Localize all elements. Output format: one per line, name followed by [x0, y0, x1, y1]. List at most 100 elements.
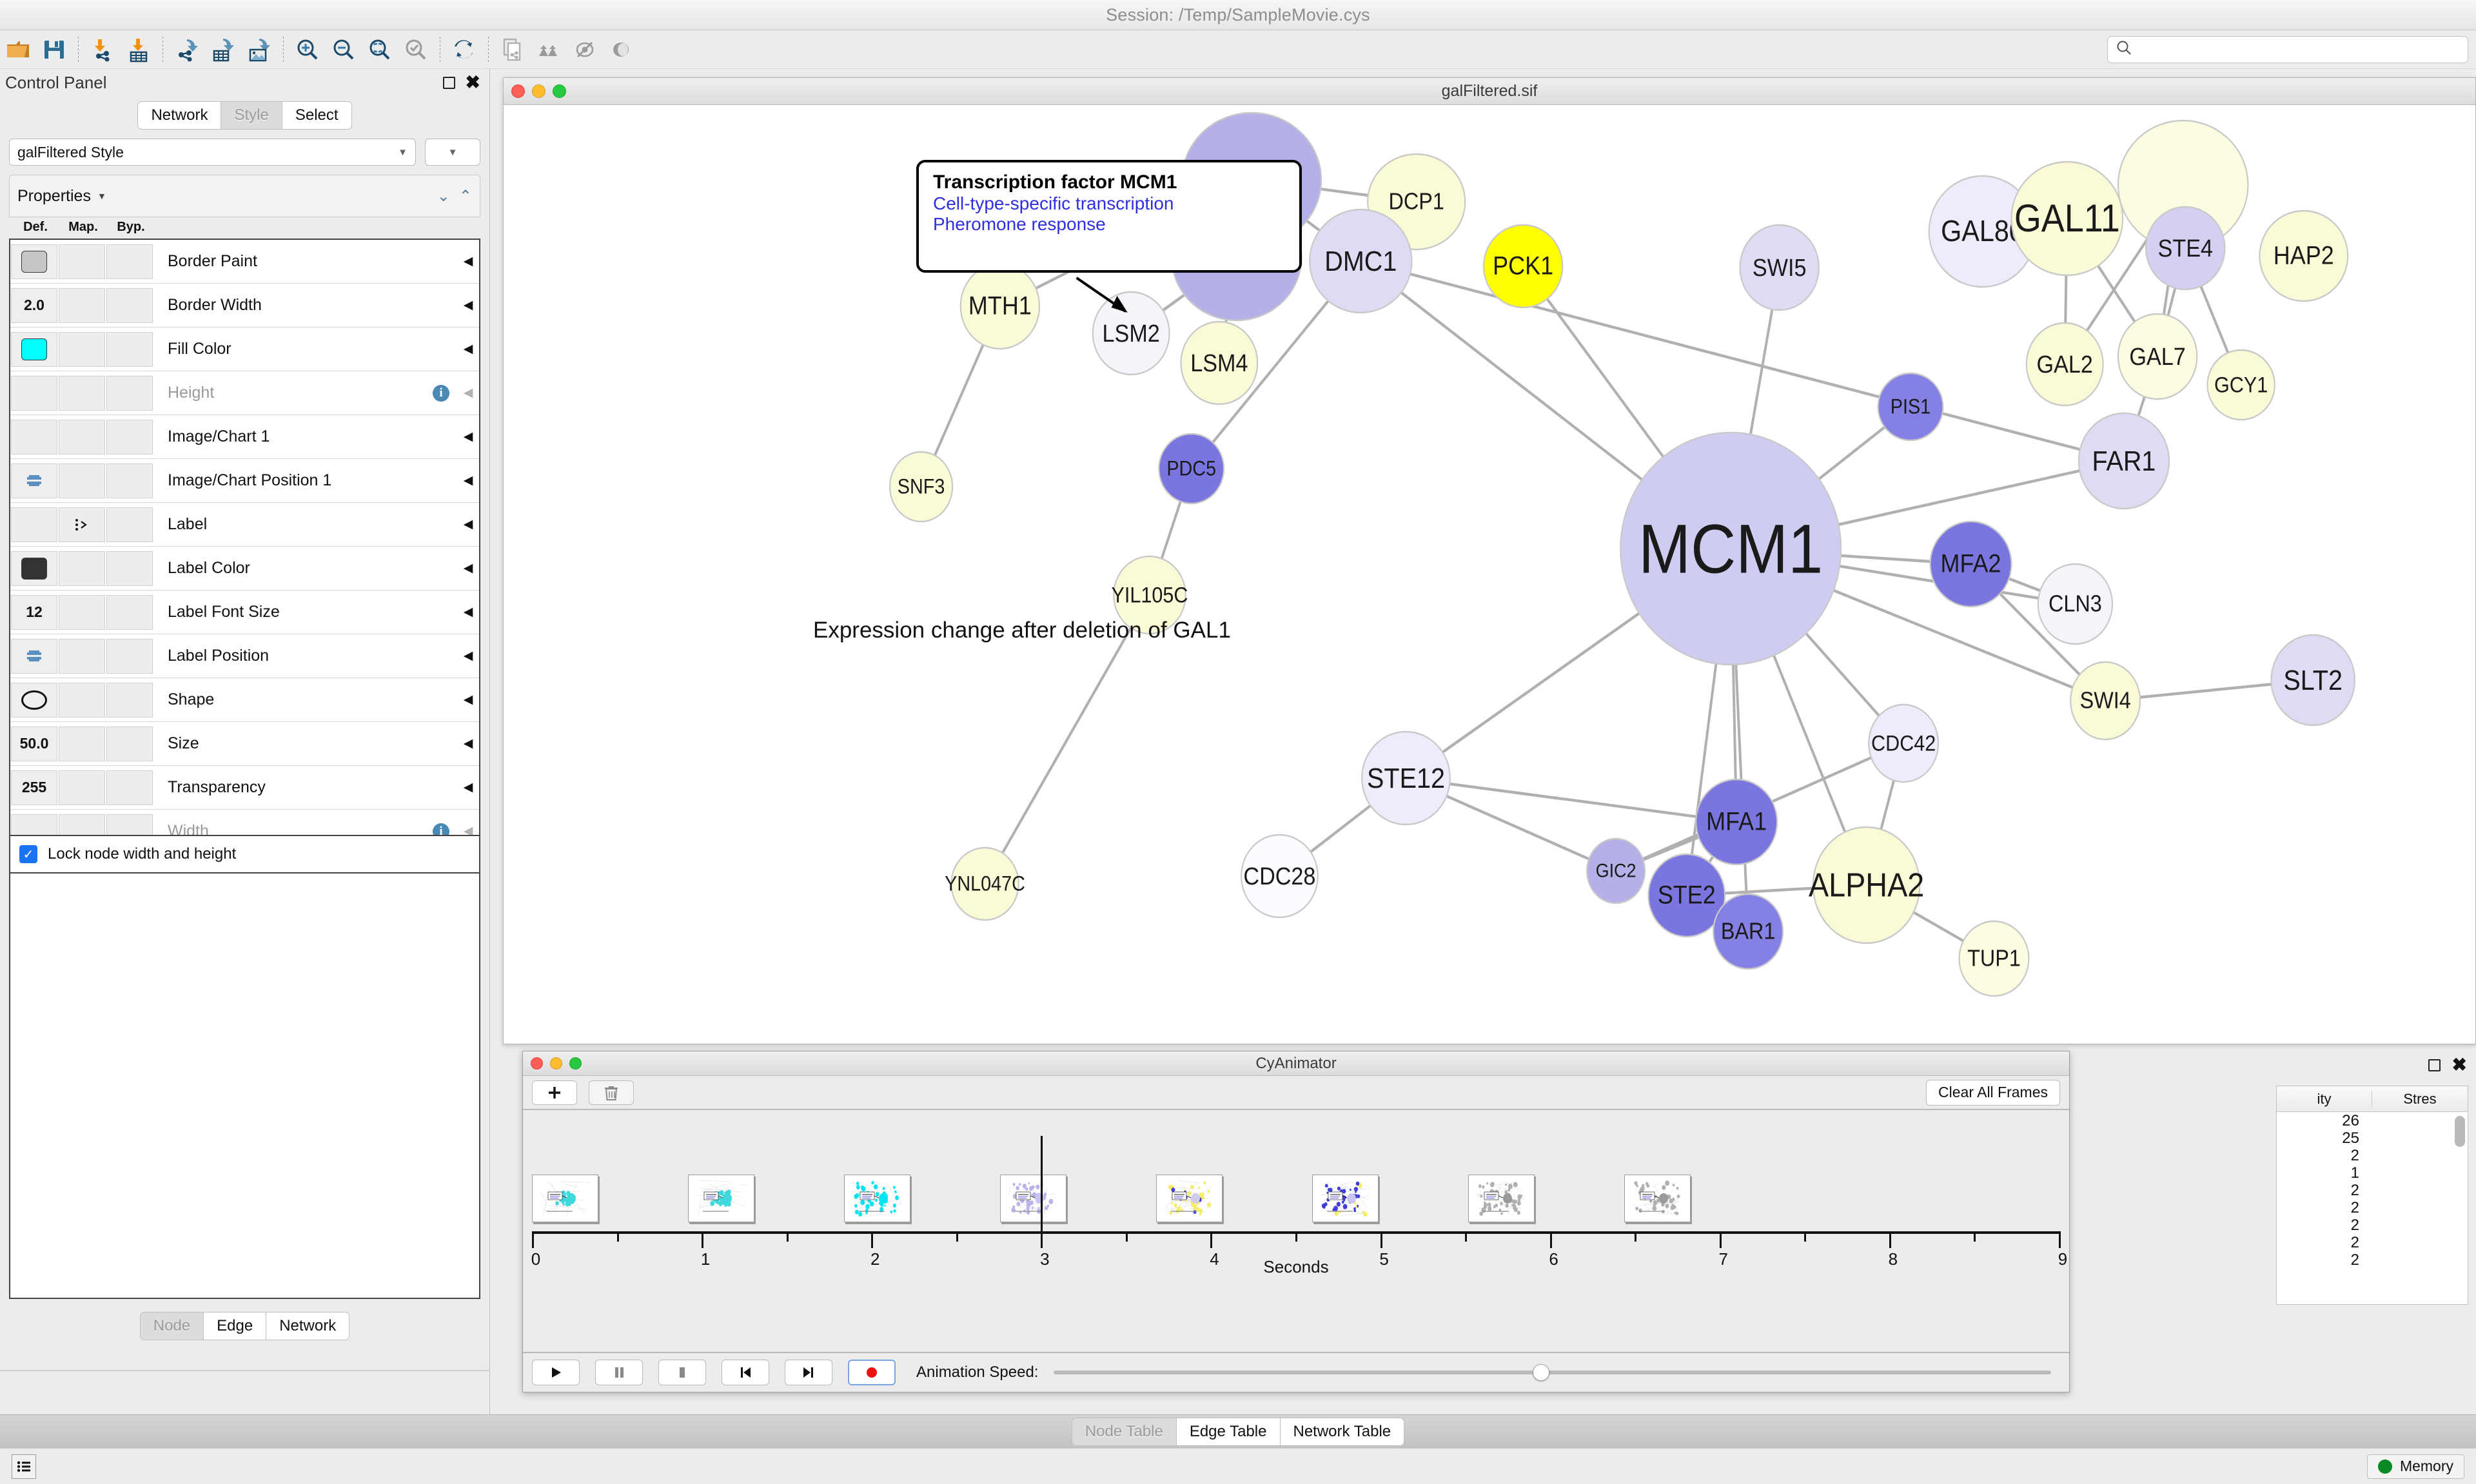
property-bypass-cell[interactable] — [106, 244, 153, 279]
property-row[interactable]: Label Position ◀ — [10, 634, 479, 678]
network-node[interactable]: PCK1 — [1482, 224, 1564, 309]
playhead[interactable] — [1041, 1136, 1043, 1234]
expand-arrow-icon[interactable]: ◀ — [463, 781, 473, 794]
annotation-box[interactable]: Transcription factor MCM1 Cell-type-spec… — [916, 160, 1302, 273]
network-node[interactable]: STE2 — [1647, 853, 1726, 938]
property-row[interactable]: Shape ◀ — [10, 678, 479, 722]
property-default-cell[interactable] — [11, 244, 57, 279]
property-mapping-cell[interactable] — [59, 244, 105, 279]
info-icon[interactable]: i — [433, 823, 449, 835]
network-node[interactable]: YIL105C — [1111, 555, 1188, 635]
network-node[interactable]: CDC42 — [1868, 703, 1940, 783]
tab-select[interactable]: Select — [281, 101, 352, 130]
expand-arrow-icon[interactable]: ◀ — [463, 298, 473, 312]
node-ellipse[interactable] — [1739, 224, 1820, 311]
column-header-stress[interactable]: Stres — [2403, 1090, 2437, 1107]
network-node[interactable]: MFA1 — [1695, 778, 1778, 866]
node-ellipse[interactable] — [1713, 893, 1784, 970]
tab-edge-table[interactable]: Edge Table — [1175, 1417, 1280, 1446]
expand-arrow-icon[interactable]: ◀ — [463, 518, 473, 531]
add-frame-button[interactable] — [532, 1080, 577, 1105]
network-node[interactable]: DMC1 — [1309, 208, 1413, 314]
property-bypass-cell[interactable] — [106, 770, 153, 805]
property-bypass-cell[interactable] — [106, 726, 153, 761]
zoom-selected-icon[interactable] — [398, 32, 434, 68]
network-node[interactable]: SNF3 — [889, 451, 954, 523]
minimize-window-icon[interactable] — [532, 84, 545, 98]
network-node[interactable]: STE4 — [2145, 206, 2226, 291]
property-default-cell[interactable] — [11, 814, 57, 835]
network-node[interactable]: SWI5 — [1739, 224, 1820, 311]
slider-handle[interactable] — [1532, 1364, 1549, 1381]
property-mapping-cell[interactable] — [59, 419, 105, 454]
table-row[interactable]: 2 — [2277, 1234, 2468, 1251]
property-default-cell[interactable] — [11, 551, 57, 586]
node-ellipse[interactable] — [1092, 291, 1170, 376]
style-select[interactable]: galFiltered Style ▼ — [9, 139, 416, 166]
table-row[interactable]: 2 — [2277, 1199, 2468, 1216]
node-ellipse[interactable] — [950, 846, 1019, 921]
network-canvas[interactable]: RPS28BDCP1RPS28ADMC1PCK1SWI5GAL80GAL11ST… — [504, 105, 2475, 1044]
animation-frame[interactable] — [1312, 1175, 1379, 1222]
style-options-menu[interactable]: ▼ — [425, 139, 480, 166]
property-mapping-cell[interactable] — [59, 551, 105, 586]
open-folder-icon[interactable] — [0, 32, 36, 68]
table-row[interactable]: 2 — [2277, 1182, 2468, 1199]
node-ellipse[interactable] — [1180, 320, 1259, 405]
tab-network-table[interactable]: Network Table — [1279, 1417, 1405, 1446]
property-default-cell[interactable]: 2.0 — [11, 288, 57, 323]
node-ellipse[interactable] — [1877, 372, 1944, 442]
table-row[interactable]: 2 — [2277, 1216, 2468, 1234]
edge[interactable] — [1406, 776, 1737, 824]
search-input[interactable] — [2137, 41, 2460, 58]
network-node[interactable]: MFA2 — [1929, 520, 2012, 608]
expand-arrow-icon[interactable]: ◀ — [463, 561, 473, 575]
chevron-down-icon[interactable]: ▼ — [97, 191, 106, 201]
node-ellipse[interactable] — [2037, 563, 2114, 645]
import-network-icon[interactable] — [84, 32, 121, 68]
tab-network-style[interactable]: Network — [266, 1312, 350, 1340]
property-mapping-cell[interactable] — [59, 288, 105, 323]
network-node[interactable]: GAL11 — [2010, 161, 2124, 277]
animation-frame[interactable] — [1156, 1175, 1223, 1222]
network-node[interactable]: SLT2 — [2270, 634, 2356, 727]
property-row[interactable]: Label ◀ — [10, 503, 479, 547]
property-default-cell[interactable] — [11, 682, 57, 718]
tab-style[interactable]: Style — [221, 101, 282, 130]
expand-arrow-icon[interactable]: ◀ — [463, 430, 473, 444]
property-bypass-cell[interactable] — [106, 331, 153, 367]
node-ellipse[interactable] — [2078, 412, 2170, 510]
property-row[interactable]: 255 Transparency ◀ — [10, 766, 479, 810]
node-ellipse[interactable] — [1958, 920, 2030, 997]
animation-frame[interactable] — [1000, 1175, 1066, 1222]
expand-arrow-icon[interactable]: ◀ — [463, 474, 473, 487]
network-node[interactable]: CDC28 — [1240, 834, 1319, 919]
property-default-cell[interactable] — [11, 463, 57, 498]
tab-node[interactable]: Node — [139, 1312, 204, 1340]
expand-arrow-icon[interactable]: ◀ — [463, 693, 473, 707]
node-ellipse[interactable] — [1929, 520, 2012, 608]
play-button[interactable] — [532, 1360, 580, 1385]
network-node[interactable]: LSM4 — [1180, 320, 1259, 405]
node-ellipse[interactable] — [1586, 837, 1646, 904]
expand-arrow-icon[interactable]: ◀ — [463, 737, 473, 750]
zoom-window-icon[interactable] — [569, 1057, 582, 1069]
hide-selected-icon[interactable] — [567, 32, 603, 68]
table-row[interactable]: 2 — [2277, 1251, 2468, 1269]
node-ellipse[interactable] — [2025, 322, 2104, 407]
network-node[interactable]: GCY1 — [2206, 349, 2275, 421]
column-header-centrality[interactable]: ity — [2277, 1090, 2372, 1108]
refresh-icon[interactable] — [446, 32, 482, 68]
pause-button[interactable] — [595, 1360, 643, 1385]
export-table-icon[interactable] — [205, 32, 241, 68]
network-node[interactable]: TUP1 — [1958, 920, 2030, 997]
property-default-cell[interactable] — [11, 331, 57, 367]
lock-node-checkbox[interactable]: ✓ — [19, 845, 37, 863]
table-row[interactable]: 25 — [2277, 1129, 2468, 1147]
node-ellipse[interactable] — [2117, 313, 2198, 400]
close-window-icon[interactable] — [531, 1057, 543, 1069]
property-mapping-cell[interactable] — [59, 594, 105, 630]
close-window-icon[interactable] — [511, 84, 525, 98]
edge[interactable] — [1360, 259, 2125, 463]
property-row[interactable]: Image/Chart 1 ◀ — [10, 415, 479, 459]
